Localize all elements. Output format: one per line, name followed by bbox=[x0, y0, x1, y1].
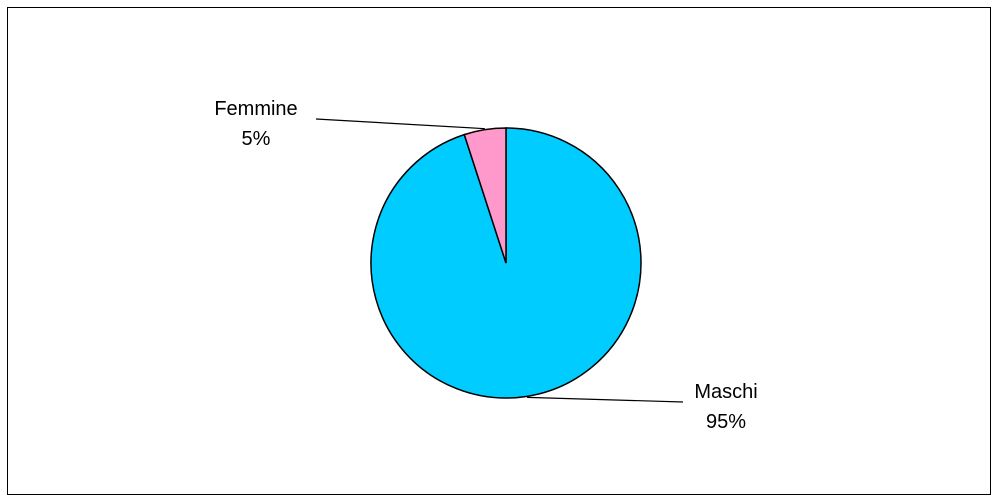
leader-line-maschi bbox=[527, 396, 684, 403]
pie-slice-femmine bbox=[463, 127, 507, 264]
slice-label-maschi: Maschi bbox=[694, 381, 757, 403]
slice-label-femmine: Femmine bbox=[214, 98, 297, 120]
slice-percent-maschi: 95% bbox=[706, 411, 746, 433]
slice-percent-femmine: 5% bbox=[242, 128, 271, 150]
pie-slices bbox=[370, 127, 642, 399]
leader-line-femmine bbox=[315, 118, 485, 130]
leader-lines bbox=[315, 118, 684, 403]
